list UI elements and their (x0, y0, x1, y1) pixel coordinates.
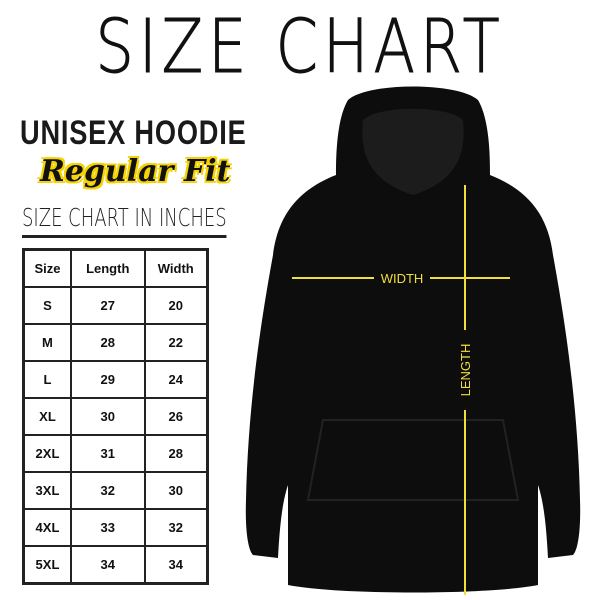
table-row: S 27 20 (22, 286, 209, 326)
table-cell: 22 (143, 323, 209, 363)
table-row: M 28 22 (22, 323, 209, 363)
table-cell: 31 (69, 433, 146, 473)
table-cell: 34 (143, 544, 209, 585)
table-cell: 33 (69, 507, 146, 547)
table-cell: 3XL (22, 470, 72, 510)
table-cell: 4XL (22, 507, 72, 547)
table-row: L 29 24 (22, 360, 209, 400)
table-row: 2XL 31 28 (22, 433, 209, 473)
width-label: WIDTH (381, 271, 424, 286)
column-header: Width (143, 248, 209, 289)
fit-label: Regular Fit (40, 154, 231, 189)
table-cell: M (22, 323, 72, 363)
page-title: SIZE CHART (95, 4, 505, 91)
size-table: Size Length Width S 27 20 M 28 22 L 29 24 XL 30 26 2XL 3… (22, 248, 209, 585)
hood-opening (362, 108, 464, 195)
table-cell: 20 (143, 286, 209, 326)
table-cell: S (22, 286, 72, 326)
table-cell: 27 (69, 286, 146, 326)
column-header: Length (69, 248, 146, 289)
table-cell: 26 (143, 397, 209, 436)
table-cell: 32 (69, 470, 146, 510)
table-row: 4XL 33 32 (22, 507, 209, 547)
table-cell: 5XL (22, 544, 72, 585)
product-name: UNISEX HOODIE (20, 114, 247, 152)
table-cell: L (22, 360, 72, 400)
table-cell: 34 (69, 544, 146, 585)
pocket-outline (306, 419, 520, 501)
table-cell: 32 (143, 507, 209, 547)
table-cell: 2XL (22, 433, 72, 473)
table-cell: XL (22, 397, 72, 436)
hoodie-image (245, 86, 581, 593)
table-cell: 28 (69, 323, 146, 363)
table-row: 5XL 34 34 (22, 544, 209, 585)
table-cell: 30 (143, 470, 209, 510)
hoodie-diagram: WIDTH LENGTH (245, 86, 581, 595)
length-label: LENGTH (458, 344, 473, 397)
column-header: Size (22, 248, 72, 289)
table-cell: 30 (69, 397, 146, 436)
table-row: XL 30 26 (22, 397, 209, 436)
table-cell: 24 (143, 360, 209, 400)
table-cell: 28 (143, 433, 209, 473)
unit-caption: SIZE CHART IN INCHES (22, 203, 227, 238)
table-header-row: Size Length Width (22, 248, 209, 289)
table-row: 3XL 32 30 (22, 470, 209, 510)
table-cell: 29 (69, 360, 146, 400)
